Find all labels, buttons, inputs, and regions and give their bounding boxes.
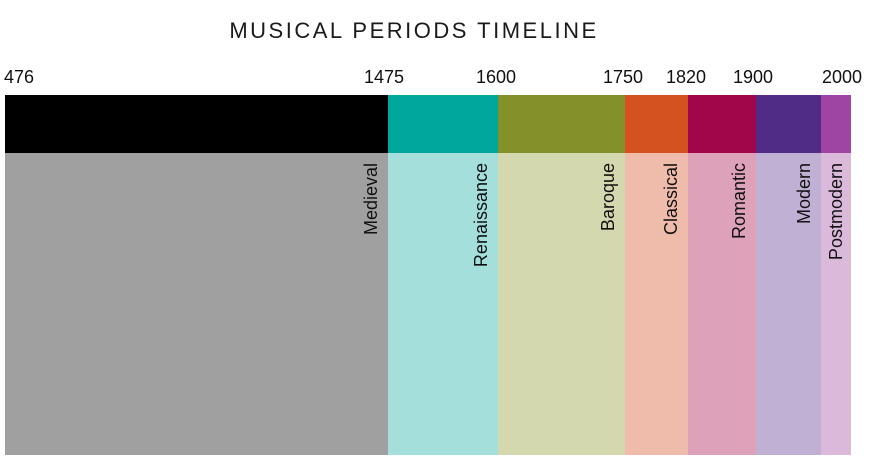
band-romantic — [688, 95, 756, 153]
year-label-1750: 1750 — [603, 67, 644, 87]
band-baroque — [498, 95, 625, 153]
period-label-baroque: Baroque — [598, 163, 618, 232]
period-classical: Classical — [625, 153, 688, 455]
period-medieval: Medieval — [5, 153, 388, 455]
year-label-1820: 1820 — [666, 67, 707, 87]
period-romantic: Romantic — [688, 153, 756, 455]
band-modern — [756, 95, 821, 153]
year-label-1600: 1600 — [476, 67, 517, 87]
period-modern: Modern — [756, 153, 821, 455]
period-label-romantic: Romantic — [729, 163, 749, 240]
band-renaissance — [388, 95, 498, 153]
year-label-476: 476 — [4, 67, 35, 87]
period-label-renaissance: Renaissance — [471, 163, 491, 268]
period-label-modern: Modern — [794, 163, 814, 225]
period-renaissance: Renaissance — [388, 153, 498, 455]
period-baroque: Baroque — [498, 153, 625, 455]
period-postmodern: Postmodern — [821, 153, 851, 455]
timeline-title: MUSICAL PERIODS TIMELINE — [229, 18, 599, 43]
year-label-1900: 1900 — [733, 67, 774, 87]
period-label-medieval: Medieval — [361, 163, 381, 236]
year-label-2000: 2000 — [822, 67, 863, 87]
band-classical — [625, 95, 688, 153]
period-label-classical: Classical — [661, 163, 681, 236]
period-label-postmodern: Postmodern — [826, 163, 846, 261]
year-label-1475: 1475 — [364, 67, 405, 87]
band-postmodern — [821, 95, 851, 153]
band-medieval — [5, 95, 388, 153]
